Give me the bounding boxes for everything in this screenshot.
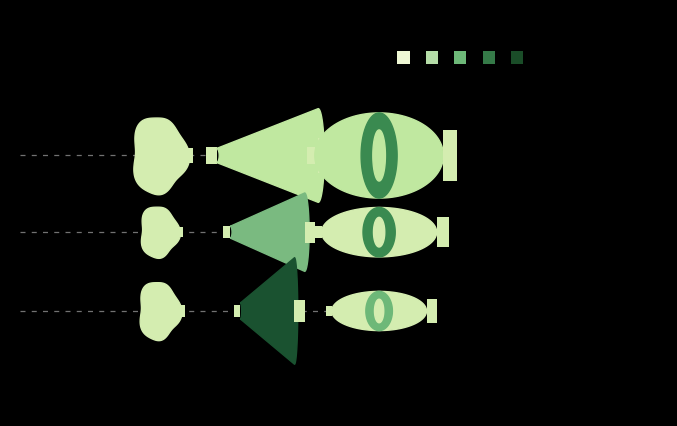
Polygon shape — [374, 299, 384, 323]
Polygon shape — [322, 207, 437, 257]
FancyBboxPatch shape — [318, 138, 332, 173]
FancyBboxPatch shape — [511, 51, 523, 64]
FancyBboxPatch shape — [179, 305, 185, 317]
FancyBboxPatch shape — [294, 300, 305, 322]
FancyBboxPatch shape — [326, 306, 332, 316]
FancyBboxPatch shape — [178, 227, 183, 237]
FancyBboxPatch shape — [234, 305, 240, 317]
FancyBboxPatch shape — [206, 147, 217, 164]
FancyBboxPatch shape — [427, 299, 437, 323]
FancyBboxPatch shape — [454, 51, 466, 64]
FancyBboxPatch shape — [437, 217, 449, 247]
Polygon shape — [373, 130, 385, 181]
Polygon shape — [240, 258, 298, 364]
FancyBboxPatch shape — [397, 51, 410, 64]
Polygon shape — [134, 118, 190, 195]
Polygon shape — [332, 291, 427, 331]
FancyBboxPatch shape — [307, 147, 315, 164]
Polygon shape — [217, 109, 324, 202]
FancyBboxPatch shape — [426, 51, 438, 64]
Polygon shape — [363, 207, 395, 257]
Polygon shape — [374, 217, 385, 247]
FancyBboxPatch shape — [223, 226, 230, 238]
Polygon shape — [361, 113, 397, 198]
FancyBboxPatch shape — [305, 222, 315, 243]
Polygon shape — [141, 207, 181, 258]
FancyBboxPatch shape — [443, 130, 457, 181]
Polygon shape — [230, 193, 309, 271]
FancyBboxPatch shape — [186, 148, 193, 163]
FancyBboxPatch shape — [483, 51, 495, 64]
FancyBboxPatch shape — [315, 226, 322, 238]
Polygon shape — [315, 113, 443, 198]
Polygon shape — [366, 291, 393, 331]
Polygon shape — [140, 283, 182, 341]
